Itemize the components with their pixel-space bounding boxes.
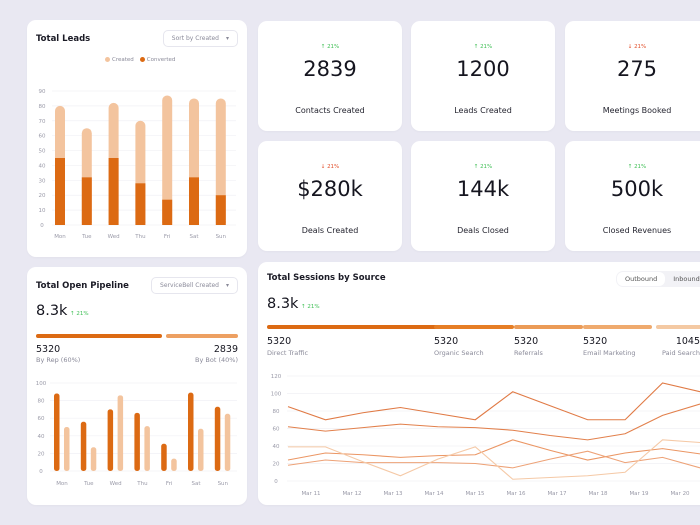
- legend-converted: Converted: [139, 57, 175, 63]
- kpi-label: Deals Closed: [457, 226, 509, 235]
- kpi-card: ↑ 21% 500k Closed Revenues: [565, 141, 700, 251]
- kpi-trend: ↓ 21%: [627, 44, 647, 50]
- total-leads-card: Total Leads Sort by Created ▾ Created Co…: [27, 20, 247, 257]
- source-share-bar: [583, 325, 652, 329]
- kpi-card: ↓ 21% $280k Deals Created: [258, 141, 402, 251]
- direction-toggle: Outbound Inbound: [616, 271, 700, 287]
- source-share-bar: [656, 325, 700, 329]
- kpi-trend: ↑ 21%: [473, 44, 493, 50]
- sort-select[interactable]: Sort by Created ▾: [162, 30, 238, 47]
- sessions-total: 8.3k: [267, 296, 299, 312]
- pipeline-card: Total Open Pipeline ServiceBell Created …: [27, 267, 247, 505]
- source-label: Organic Search: [434, 349, 484, 357]
- kpi-label: Contacts Created: [295, 106, 365, 115]
- kpi-value: 2839: [303, 57, 357, 81]
- kpi-card: ↑ 21% 2839 Contacts Created: [258, 21, 402, 131]
- pipeline-total: 8.3k: [36, 303, 68, 319]
- kpi-value: 275: [616, 57, 658, 81]
- source-label: Paid Search: [662, 349, 700, 357]
- rep-label: By Rep (60%): [36, 356, 81, 364]
- kpi-value: 144k: [456, 177, 510, 201]
- kpi-card: ↓ 21% 275 Meetings Booked: [565, 21, 700, 131]
- total-leads-title: Total Leads: [36, 34, 91, 44]
- pipeline-title: Total Open Pipeline: [36, 281, 129, 291]
- sort-select-label: Sort by Created: [171, 35, 219, 42]
- arrow-up-icon: ↑: [320, 44, 326, 50]
- legend-created: Created: [105, 57, 134, 63]
- pipeline-select[interactable]: ServiceBell Created ▾: [151, 277, 238, 294]
- source-value: 5320: [583, 336, 608, 347]
- source-label: Direct Traffic: [267, 349, 309, 357]
- toggle-inbound[interactable]: Inbound: [673, 275, 700, 283]
- bot-share-bar: [166, 334, 238, 338]
- toggle-outbound[interactable]: Outbound: [617, 272, 666, 286]
- chevron-down-icon: ▾: [225, 282, 229, 289]
- rep-value: 5320: [36, 344, 61, 355]
- arrow-down-icon: ↓: [627, 44, 633, 50]
- source-share-bar: [267, 325, 440, 329]
- kpi-card: ↑ 21% 144k Deals Closed: [411, 141, 555, 251]
- sessions-trend: ↑ 21%: [301, 304, 320, 310]
- arrow-up-icon: ↑: [473, 164, 479, 170]
- kpi-value: $280k: [297, 177, 363, 201]
- kpi-trend: ↑ 21%: [627, 164, 647, 170]
- source-value: 1045: [675, 336, 700, 347]
- kpi-trend: ↑ 21%: [320, 44, 340, 50]
- arrow-up-icon: ↑: [627, 164, 633, 170]
- rep-share-bar: [36, 334, 162, 338]
- leads-legend: Created Converted: [105, 57, 175, 63]
- source-label: Referrals: [514, 349, 543, 357]
- kpi-label: Closed Revenues: [602, 226, 672, 235]
- sessions-card: Total Sessions by Source Outbound Inboun…: [258, 262, 700, 505]
- source-value: 5320: [267, 336, 292, 347]
- source-label: Email Marketing: [583, 349, 636, 357]
- chevron-down-icon: ▾: [225, 35, 229, 42]
- arrow-down-icon: ↓: [320, 164, 326, 170]
- sessions-title: Total Sessions by Source: [267, 273, 386, 283]
- kpi-trend: ↑ 21%: [473, 164, 493, 170]
- bot-value: 2839: [213, 344, 238, 355]
- kpi-label: Leads Created: [454, 106, 512, 115]
- pipeline-select-label: ServiceBell Created: [160, 282, 219, 289]
- source-value: 5320: [434, 336, 459, 347]
- pipeline-trend: ↑ 21%: [70, 311, 89, 317]
- bot-label: By Bot (40%): [195, 356, 238, 364]
- arrow-up-icon: ↑: [473, 44, 479, 50]
- kpi-label: Deals Created: [301, 226, 359, 235]
- kpi-card: ↑ 21% 1200 Leads Created: [411, 21, 555, 131]
- source-share-bar: [514, 325, 583, 329]
- kpi-value: 1200: [456, 57, 510, 81]
- kpi-value: 500k: [610, 177, 664, 201]
- source-share-bar: [434, 325, 514, 329]
- kpi-trend: ↓ 21%: [320, 164, 340, 170]
- source-value: 5320: [514, 336, 539, 347]
- kpi-label: Meetings Booked: [602, 106, 672, 115]
